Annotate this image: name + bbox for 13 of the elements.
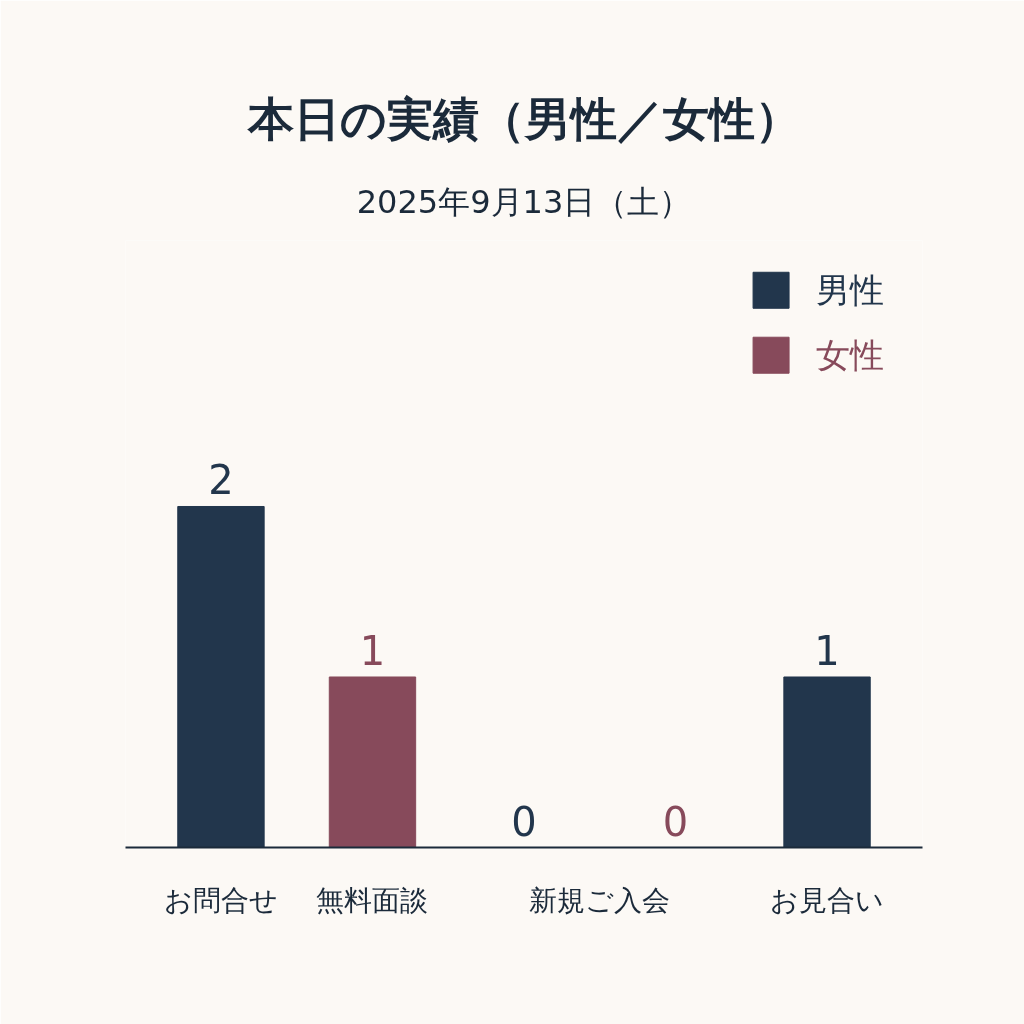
- chart-title: 本日の実績（男性／女性）: [246, 91, 801, 146]
- data-label: 0: [662, 798, 689, 845]
- data-label: 2: [208, 457, 234, 504]
- x-tick-label: お見合い: [770, 883, 885, 917]
- data-label: 1: [359, 627, 386, 674]
- x-tick-label: お問合せ: [163, 883, 278, 917]
- chart-subtitle: 2025年9月13日（土）: [356, 182, 692, 221]
- data-label: 1: [814, 627, 840, 674]
- data-label: 0: [511, 798, 537, 845]
- legend-label: 男性: [815, 270, 884, 311]
- x-tick-label: 無料面談: [316, 883, 429, 917]
- x-tick-label: 新規ご入会: [529, 883, 671, 917]
- legend-label: 女性: [815, 335, 884, 376]
